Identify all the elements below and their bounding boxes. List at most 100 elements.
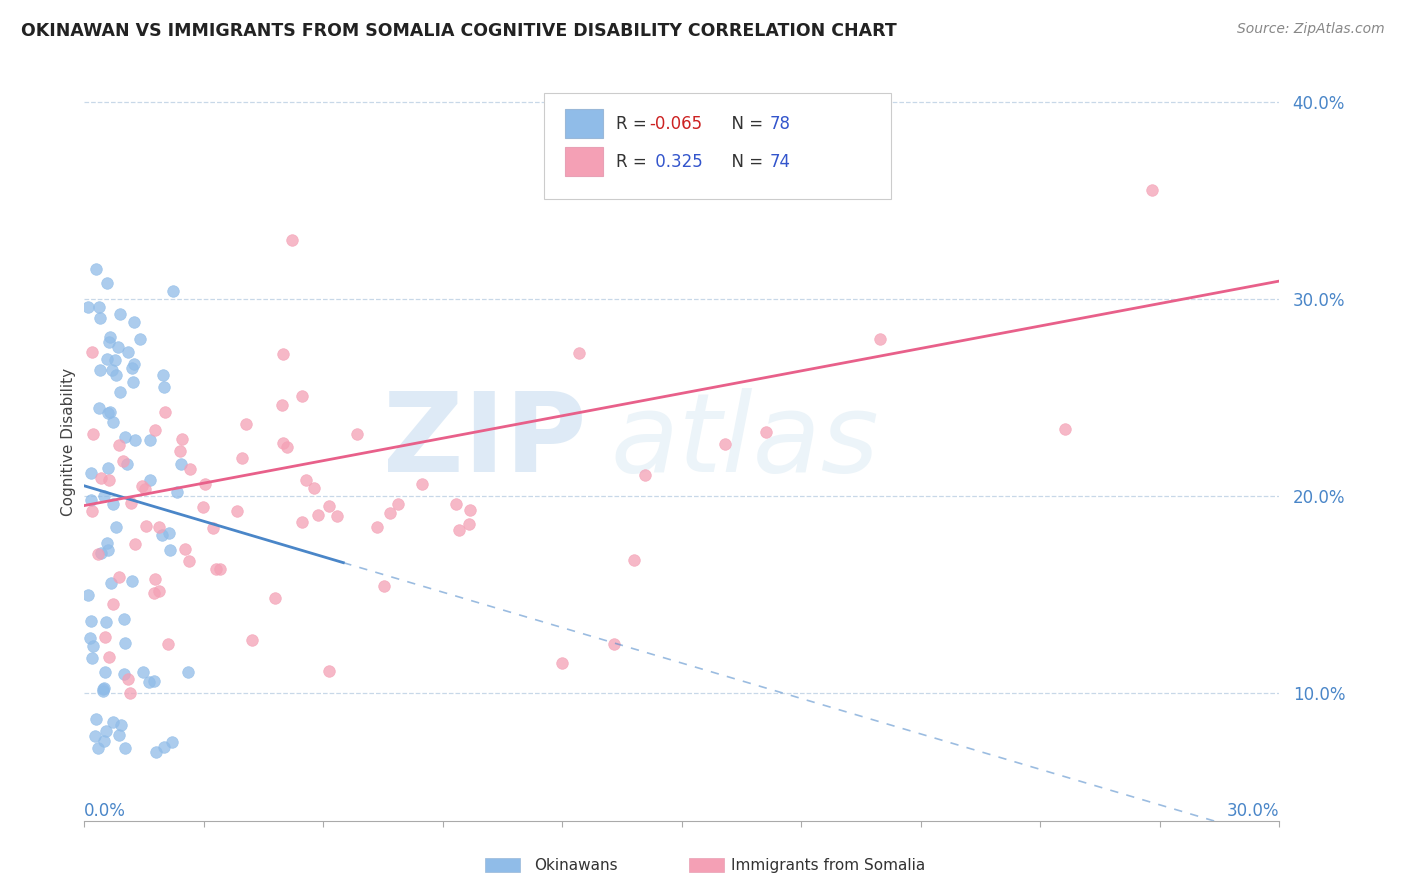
Point: [101, 597, 124, 611]
Point: [96, 723, 118, 738]
Point: [152, 368, 174, 382]
Point: [1140, 184, 1163, 198]
Point: [231, 451, 253, 466]
Point: [114, 430, 136, 444]
Point: [1054, 422, 1077, 436]
Point: [145, 423, 167, 437]
Point: [131, 479, 153, 493]
Point: [82, 651, 104, 665]
Point: [170, 458, 193, 472]
Point: [101, 363, 124, 377]
Point: [112, 612, 135, 626]
Point: [91, 682, 114, 697]
FancyBboxPatch shape: [544, 93, 891, 199]
Point: [120, 496, 142, 510]
Point: [387, 497, 409, 511]
Point: [118, 685, 141, 699]
Point: [551, 656, 574, 670]
Point: [318, 500, 340, 514]
Point: [623, 553, 645, 567]
Point: [93, 681, 115, 695]
Text: -0.065: -0.065: [650, 115, 703, 133]
Point: [304, 481, 326, 495]
Point: [108, 728, 131, 742]
Point: [177, 554, 200, 568]
Point: [87, 548, 110, 562]
Text: Source: ZipAtlas.com: Source: ZipAtlas.com: [1237, 22, 1385, 37]
Y-axis label: Cognitive Disability: Cognitive Disability: [60, 368, 76, 516]
Point: [869, 332, 891, 346]
Point: [84, 712, 107, 726]
Point: [94, 630, 117, 644]
Point: [93, 489, 115, 503]
Point: [446, 498, 468, 512]
Point: [124, 315, 146, 329]
Point: [97, 542, 120, 557]
Point: [124, 537, 146, 551]
Point: [568, 345, 591, 359]
Text: 0.325: 0.325: [650, 153, 703, 170]
Point: [295, 473, 318, 487]
Point: [291, 515, 314, 529]
Text: 78: 78: [769, 115, 790, 133]
Point: [458, 503, 481, 517]
Point: [89, 311, 111, 326]
Point: [290, 388, 312, 402]
Point: [82, 639, 104, 653]
Point: [148, 520, 170, 534]
Point: [346, 427, 368, 442]
Point: [270, 398, 292, 412]
Point: [138, 433, 160, 447]
Point: [98, 335, 121, 350]
Point: [166, 484, 188, 499]
Point: [366, 520, 388, 534]
Point: [104, 353, 127, 368]
Point: [179, 462, 201, 476]
Point: [107, 340, 129, 354]
FancyBboxPatch shape: [565, 110, 603, 138]
Point: [97, 650, 120, 665]
Point: [172, 433, 194, 447]
Text: Immigrants from Somalia: Immigrants from Somalia: [731, 858, 925, 872]
Point: [121, 360, 143, 375]
Point: [94, 615, 117, 629]
Point: [132, 665, 155, 679]
Point: [755, 425, 778, 439]
Point: [112, 666, 135, 681]
Point: [145, 745, 167, 759]
Point: [97, 406, 120, 420]
Point: [117, 673, 139, 687]
Point: [80, 492, 103, 507]
Text: atlas: atlas: [610, 388, 879, 495]
Point: [135, 519, 157, 533]
Point: [143, 674, 166, 689]
Point: [209, 562, 232, 576]
Point: [122, 357, 145, 371]
Point: [602, 637, 624, 651]
Point: [97, 461, 120, 475]
Point: [90, 546, 112, 560]
Point: [378, 506, 401, 520]
Point: [79, 631, 101, 645]
Point: [82, 345, 104, 359]
Text: R =: R =: [616, 115, 652, 133]
Point: [90, 470, 112, 484]
Point: [122, 375, 145, 389]
Point: [89, 363, 111, 377]
Point: [458, 516, 481, 531]
Point: [156, 637, 179, 651]
Point: [276, 440, 298, 454]
Point: [82, 504, 104, 518]
Text: N =: N =: [721, 153, 769, 170]
Point: [86, 262, 108, 277]
Point: [117, 345, 139, 359]
Point: [93, 733, 115, 747]
Point: [271, 347, 294, 361]
Point: [142, 586, 165, 600]
Point: [714, 437, 737, 451]
Point: [105, 520, 128, 534]
Point: [82, 426, 104, 441]
Point: [447, 524, 470, 538]
Point: [87, 300, 110, 314]
Text: N =: N =: [721, 115, 769, 133]
